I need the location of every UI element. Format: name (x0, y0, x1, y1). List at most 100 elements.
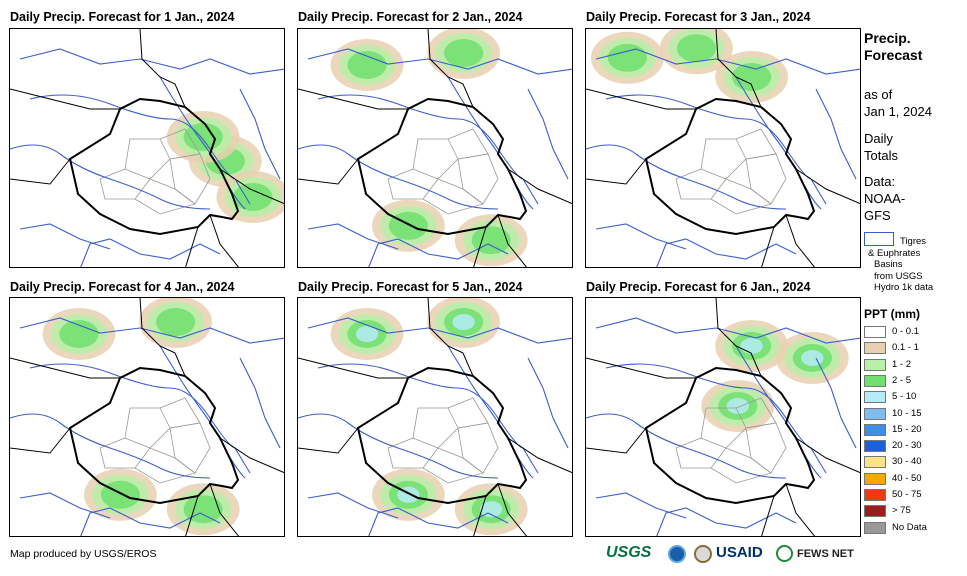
fewsnet-logo: FEWS NET (797, 548, 854, 560)
precip-area (347, 51, 387, 79)
river-basin-line (815, 357, 857, 449)
country-border (473, 495, 487, 536)
country-border (586, 357, 696, 379)
country-border (785, 214, 816, 267)
precip-area (801, 350, 824, 366)
side-asof-date: Jan 1, 2024 (864, 104, 932, 119)
river-basin-line (19, 492, 111, 519)
side-title-line1: Precip. (864, 30, 911, 46)
river-basin-line (239, 357, 281, 449)
precip-area (471, 226, 511, 255)
province-boundary (387, 168, 423, 200)
noaa-logo (668, 545, 686, 563)
country-border (185, 495, 199, 536)
province-boundary (700, 407, 747, 449)
precip-area (100, 480, 140, 509)
precip-area (444, 39, 484, 67)
country-border (209, 483, 240, 536)
country-border (497, 214, 528, 267)
province-boundary (412, 407, 459, 449)
river-basin-line (298, 144, 499, 210)
river-basin-line (815, 88, 857, 180)
river-basin-line (595, 492, 687, 519)
river-basin-line (527, 357, 569, 449)
province-boundary (134, 178, 196, 215)
doi-logo (694, 545, 712, 563)
panel-title-1: Daily Precip. Forecast for 1 Jan., 2024 (10, 10, 235, 24)
province-boundary (700, 138, 747, 180)
country-border (586, 88, 696, 110)
side-data-line2: NOAA- (864, 191, 906, 206)
river-basin-line (307, 48, 572, 75)
legend-swatch (864, 440, 886, 453)
side-data-source: Data: NOAA- GFS (864, 173, 905, 224)
precip-area (388, 211, 428, 240)
province-boundary (710, 447, 772, 484)
fewsnet-globe-icon (776, 545, 793, 562)
legend-label: 1 - 2 (892, 358, 912, 370)
forecast-map-day-1 (9, 28, 285, 268)
legend-label: 20 - 30 (892, 440, 922, 452)
province-boundary (710, 178, 772, 215)
river-basin-line (447, 345, 534, 479)
country-border (298, 357, 408, 379)
forecast-map-day-2 (297, 28, 573, 268)
river-basin-line (368, 238, 509, 267)
province-boundary (159, 397, 201, 429)
legend-label: 0.1 - 1 (892, 342, 919, 354)
legend-label: 30 - 40 (892, 456, 922, 468)
precip-area (732, 63, 772, 91)
river-basin-line (29, 363, 251, 474)
panel-title-3: Daily Precip. Forecast for 3 Jan., 2024 (586, 10, 811, 24)
forecast-map-day-6 (585, 297, 861, 537)
province-boundary (422, 447, 484, 484)
country-border (497, 483, 528, 536)
legend-swatch (864, 489, 886, 501)
river-basin-line (368, 507, 509, 536)
river-basin-line (586, 144, 787, 210)
province-boundary (447, 397, 489, 429)
country-border (185, 226, 199, 267)
precip-area (233, 183, 273, 211)
river-basin-line (29, 94, 251, 205)
province-boundary (675, 168, 711, 200)
iraq-border (644, 366, 816, 505)
legend-swatch (864, 456, 886, 469)
legend-swatch (864, 342, 886, 355)
country-border (219, 437, 284, 474)
province-boundary (99, 437, 135, 469)
basin-legend-text: Tigres & Euphrates Basins from USGS Hydr… (868, 236, 964, 294)
side-asof-line1: as of (864, 87, 893, 102)
map-credit: Map produced by USGS/EROS (10, 548, 157, 560)
river-basin-line (317, 363, 539, 474)
country-border (473, 226, 487, 267)
legend-label: 0 - 0.1 (892, 326, 919, 337)
river-basin-line (80, 507, 221, 536)
province-boundary (412, 138, 459, 180)
province-boundary (457, 153, 499, 205)
river-basin-line (605, 94, 827, 205)
precip-area (183, 495, 223, 524)
country-border (219, 168, 284, 205)
river-basin-line (19, 223, 111, 250)
legend-swatch (864, 391, 886, 404)
legend-label: 2 - 5 (892, 374, 912, 386)
usgs-logo: USGS (606, 544, 652, 561)
province-boundary (457, 422, 499, 474)
side-title: Precip. Forecast (864, 30, 922, 64)
precip-area (740, 338, 763, 354)
precip-area (480, 501, 503, 518)
legend-swatch (864, 374, 886, 387)
precip-area (452, 314, 475, 330)
iraq-border (68, 97, 240, 236)
basin-line2: & Euphrates (868, 247, 921, 259)
country-border (795, 437, 860, 474)
country-border (586, 427, 647, 454)
side-asof: as of Jan 1, 2024 (864, 86, 932, 120)
river-basin-line (656, 507, 797, 536)
legend-swatch (864, 358, 886, 371)
province-boundary (745, 422, 787, 474)
country-border (209, 214, 240, 267)
river-basin-line (317, 94, 539, 205)
iraq-border (356, 366, 528, 505)
